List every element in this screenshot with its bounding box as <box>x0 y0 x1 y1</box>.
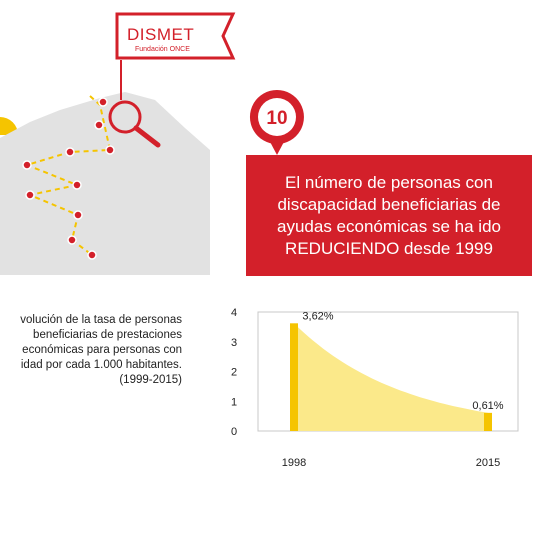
pin <box>65 147 75 157</box>
pin <box>25 190 35 200</box>
caption-line: idad por cada 1.000 habitantes. <box>20 359 182 371</box>
badge-number: 10 <box>266 108 287 129</box>
caption-line: volución de la tasa de personas <box>20 314 182 326</box>
x-tick-label: 1998 <box>282 457 306 469</box>
mountain-illustration <box>0 60 210 275</box>
caption-line: beneficiarias de prestaciones <box>33 329 182 341</box>
headline-line: discapacidad beneficiarias de <box>277 194 501 214</box>
pin <box>67 235 77 245</box>
location-pins <box>22 97 115 260</box>
pin <box>87 250 97 260</box>
data-label: 3,62% <box>302 310 333 322</box>
magnifier-icon <box>108 100 161 148</box>
y-tick-label: 4 <box>231 307 237 319</box>
caption-line: económicas para personas con <box>22 344 182 356</box>
bar-2015 <box>484 412 492 431</box>
y-tick-label: 3 <box>231 337 237 349</box>
x-tick-label: 2015 <box>476 457 500 469</box>
pin <box>73 210 83 220</box>
pin <box>105 145 115 155</box>
brand-flag: DISMET Fundación ONCE <box>115 12 236 60</box>
decline-chart: 0 1 2 3 4 1998 2015 3,62% 0,61% <box>231 307 519 469</box>
brand-name: DISMET <box>127 25 194 44</box>
headline-text: El número de personas con discapacidad b… <box>267 172 511 260</box>
sun-shape <box>0 117 18 135</box>
y-tick-label: 0 <box>231 426 237 438</box>
y-tick-label: 2 <box>231 367 237 379</box>
path-line <box>23 95 112 256</box>
mountain-shape <box>0 92 210 275</box>
y-tick-label: 1 <box>231 396 237 408</box>
pin <box>94 120 104 130</box>
pin <box>72 180 82 190</box>
headline-line: ayudas económicas se ha ido <box>277 216 501 236</box>
number-badge: 10 <box>249 90 304 155</box>
caption-line: (1999-2015) <box>119 374 182 386</box>
pin <box>22 160 32 170</box>
chart-caption: volución de la tasa de personas benefici… <box>0 313 182 388</box>
headline-line: El número de personas con <box>285 172 493 192</box>
bar-1998 <box>290 323 298 431</box>
headline-box: El número de personas con discapacidad b… <box>246 155 532 276</box>
data-label: 0,61% <box>472 400 503 412</box>
headline-line: REDUCIENDO desde 1999 <box>285 238 493 258</box>
pin <box>98 97 108 107</box>
brand-subtitle: Fundación ONCE <box>135 46 190 53</box>
area-series <box>294 323 488 431</box>
